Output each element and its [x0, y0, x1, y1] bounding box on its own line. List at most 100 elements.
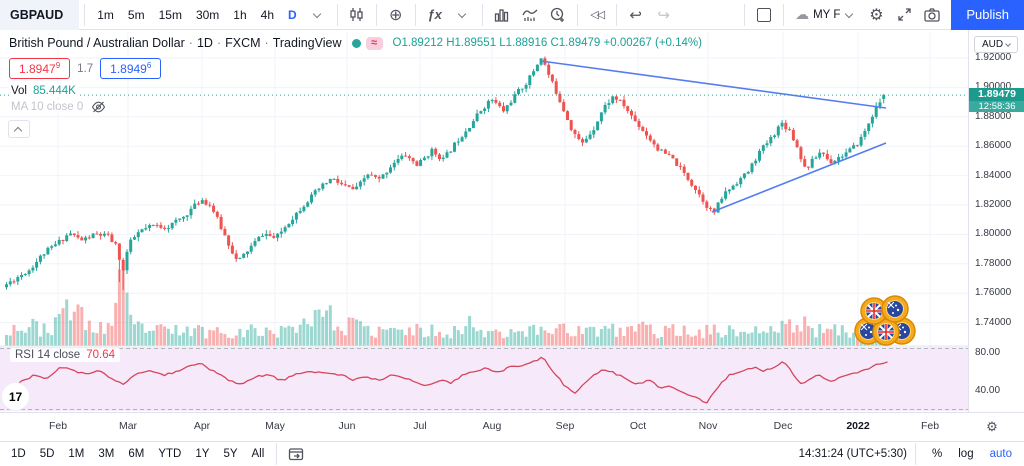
interval-15m[interactable]: 15m — [158, 7, 182, 22]
price-tick: 1.76000 — [975, 287, 1012, 299]
cloud-icon: ☁ — [795, 6, 810, 22]
sell-button[interactable]: 1.89479 — [9, 58, 71, 79]
goto-date-button[interactable] — [283, 441, 309, 466]
compare-button[interactable]: ⊕ — [388, 6, 403, 24]
chart-canvas[interactable] — [0, 30, 968, 412]
time-label-2022: 2022 — [846, 420, 870, 432]
time-axis[interactable]: Feb Mar Apr May Jun Jul Aug Sep Oct Nov Dec 2022 Feb… — [0, 412, 1024, 441]
interval-4h[interactable]: 4h — [260, 7, 274, 22]
camera-icon — [924, 7, 941, 22]
interval-D[interactable]: D — [288, 7, 297, 22]
forecast-button[interactable] — [517, 2, 543, 28]
indicators-button[interactable]: ƒx — [427, 7, 442, 22]
range-all[interactable]: All — [251, 448, 265, 460]
clock-display[interactable]: 14:31:24 (UTC+5:30) — [798, 448, 908, 460]
time-label-jul: Jul — [413, 420, 427, 432]
auto-scale-button[interactable]: auto — [989, 448, 1012, 460]
data-mode-icon[interactable]: ≈ — [365, 36, 383, 50]
ma-legend[interactable]: MA 10 close 0 — [9, 101, 109, 113]
redo-button[interactable]: ↪ — [657, 6, 670, 24]
currency-toggle[interactable]: AUD — [974, 36, 1018, 53]
undo-button[interactable]: ↩ — [629, 6, 642, 24]
price-tick: 1.80000 — [975, 228, 1012, 240]
coins-sticker — [854, 295, 916, 346]
ma-label: MA 10 close 0 — [11, 101, 84, 113]
symbol-title: British Pound / Australian Dollar — [9, 36, 185, 50]
rsi-tick: 40.00 — [975, 385, 1001, 396]
time-label-aug: Aug — [482, 420, 502, 432]
chart-settings-button[interactable]: ⚙ — [863, 2, 889, 28]
volume-legend[interactable]: Vol 85.444K — [9, 85, 78, 97]
rsi-value: 70.64 — [86, 349, 115, 361]
fullscreen-button[interactable] — [891, 2, 917, 28]
range-1d[interactable]: 1D — [11, 448, 26, 460]
divider — [783, 3, 785, 26]
bottom-toolbar-right: 14:31:24 (UTC+5:30) % log auto — [799, 443, 1024, 465]
legend-provider: TradingView — [272, 36, 342, 50]
divider — [481, 3, 483, 26]
range-group: 1D 5D 1M 3M 6M YTD 1Y 5Y All — [4, 448, 271, 460]
chart-style-button[interactable] — [344, 2, 370, 28]
ohlc-values: O1.89212 H1.89551 L1.88916 C1.89479 +0.0… — [392, 37, 702, 49]
legend-exchange: FXCM — [225, 36, 261, 50]
replay-button[interactable]: ◁◁ — [590, 9, 605, 21]
divider — [915, 443, 917, 465]
snapshot-button[interactable] — [919, 2, 945, 28]
trade-buttons: 1.89479 1.7 1.89496 — [9, 58, 162, 79]
symbol-legend[interactable]: British Pound / Australian Dollar · 1D ·… — [9, 36, 702, 50]
alert-clock-icon — [550, 7, 564, 22]
candlestick-icon — [350, 8, 363, 21]
top-toolbar-right: ☁ MY F ⚙ Publish — [739, 0, 1024, 30]
chevron-down-icon — [1005, 40, 1011, 47]
volume-label: Vol — [11, 85, 27, 97]
percent-scale-button[interactable]: % — [932, 448, 943, 460]
time-label-sep: Sep — [555, 420, 575, 432]
indicator-templates-button[interactable] — [489, 2, 515, 28]
bar-chart-icon — [495, 8, 509, 22]
indicators-menu-button[interactable] — [450, 2, 476, 28]
interval-1h[interactable]: 1h — [233, 7, 247, 22]
top-toolbar: GBPAUD 1m 5m 15m 30m 1h 4h D ⊕ ƒx ◁◁ ↩ ↪ — [0, 0, 1024, 30]
dot-separator: · — [188, 36, 193, 50]
time-label-apr: Apr — [193, 420, 211, 432]
range-1m[interactable]: 1M — [68, 448, 85, 460]
interval-5m[interactable]: 5m — [127, 7, 145, 22]
fullscreen-icon — [898, 8, 911, 21]
alert-button[interactable] — [545, 2, 571, 28]
divider — [615, 3, 617, 26]
range-3m[interactable]: 3M — [98, 448, 115, 460]
price-tick: 1.90000 — [975, 81, 1012, 93]
bottom-toolbar: 1D 5D 1M 3M 6M YTD 1Y 5Y All 14:31:24 (UTC+5:30)… — [0, 441, 1024, 466]
buy-button[interactable]: 1.89496 — [100, 58, 162, 79]
chevron-down-icon — [457, 9, 466, 18]
range-5d[interactable]: 5D — [39, 448, 55, 460]
publish-button[interactable]: Publish — [951, 0, 1024, 30]
log-scale-button[interactable]: log — [958, 448, 974, 460]
eye-slash-icon[interactable] — [91, 101, 106, 113]
range-6m[interactable]: 6M — [128, 448, 145, 460]
range-5y[interactable]: 5Y — [223, 448, 238, 460]
rsi-legend[interactable]: RSI 14 close 70.64 — [10, 348, 120, 362]
price-tick: 1.74000 — [975, 316, 1012, 328]
symbol-button[interactable]: GBPAUD — [0, 0, 80, 30]
goto-date-icon — [289, 448, 304, 461]
divider — [414, 3, 416, 26]
price-axis[interactable]: AUD 1.92000 1.90000 1.88000 1.86000 1.84000 1… — [968, 30, 1024, 441]
saved-layout-button[interactable]: ☁ MY F — [789, 6, 862, 23]
time-label-jun: Jun — [338, 420, 356, 432]
market-status-icon[interactable] — [351, 38, 361, 48]
divider — [375, 3, 377, 26]
tradingview-logo[interactable]: 17 — [2, 383, 29, 410]
currency-label: AUD — [981, 39, 1004, 50]
interval-menu-button[interactable] — [305, 2, 331, 28]
collapse-legend-button[interactable] — [8, 120, 30, 138]
axis-settings-button[interactable]: ⚙ — [978, 413, 1006, 440]
price-tick: 1.84000 — [975, 169, 1012, 181]
interval-1m[interactable]: 1m — [97, 7, 114, 22]
range-ytd[interactable]: YTD — [158, 448, 182, 460]
range-1y[interactable]: 1Y — [195, 448, 210, 460]
layout-name: MY F — [813, 8, 841, 21]
layout-select-button[interactable] — [751, 2, 777, 28]
interval-30m[interactable]: 30m — [195, 7, 220, 22]
